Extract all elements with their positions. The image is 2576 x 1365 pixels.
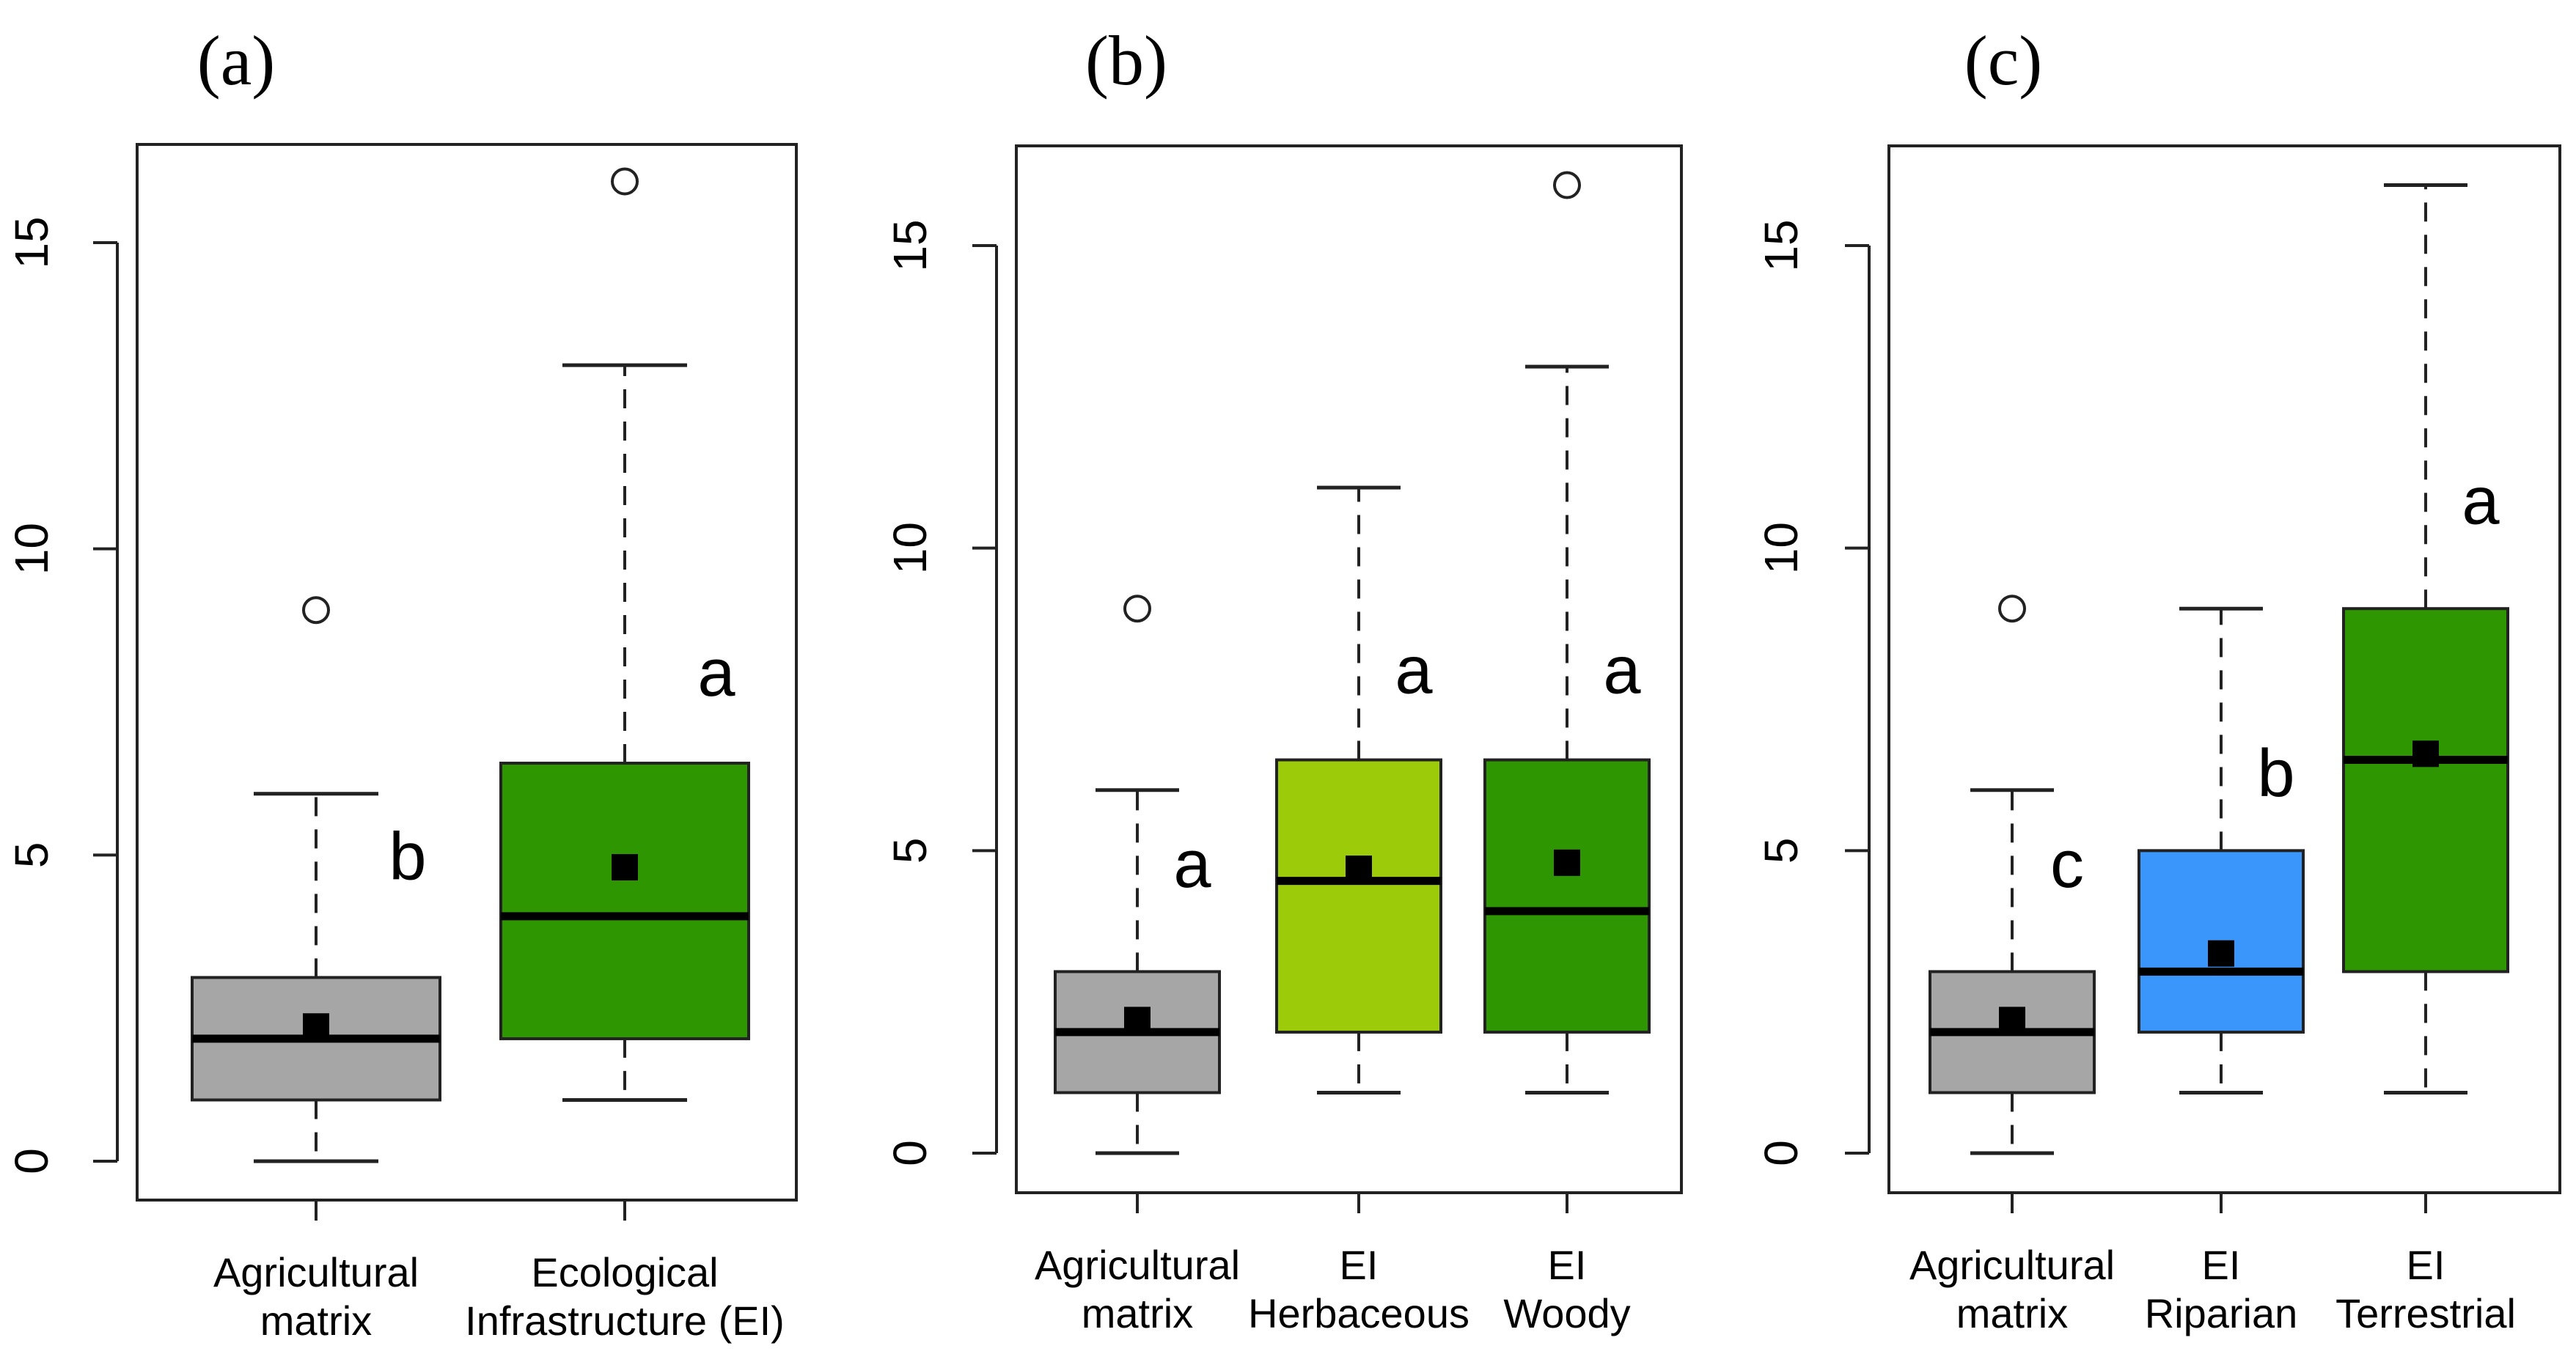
outlier-point [302,596,330,625]
x-category-label: matrix [1082,1290,1193,1336]
y-tick-label: 0 [884,1140,936,1166]
significance-letter: c [2050,827,2084,902]
y-tick-label: 0 [1755,1140,1808,1166]
x-category-label: Ecological [531,1249,718,1295]
y-tick-label: 10 [1755,522,1808,574]
panel-label: (a) [197,21,276,100]
outlier-point [1123,595,1151,623]
significance-letter: a [1173,827,1211,902]
iqr-box [2342,607,2509,974]
x-category-label: matrix [260,1298,372,1344]
x-category-label: Terrestrial [2335,1290,2516,1336]
panel-c: (c)051015cAgriculturalmatrixbEIRipariana… [1755,21,2561,1336]
mean-marker [1554,849,1580,876]
significance-letter: a [2462,464,2500,539]
x-category-label: Agricultural [1035,1242,1240,1288]
plot-frame [1015,144,1683,1194]
y-tick-label: 5 [1755,838,1808,864]
x-category-label: EI [1340,1242,1379,1288]
y-tick-label: 15 [1755,219,1808,271]
panel-label: (b) [1085,21,1167,100]
iqr-box [499,762,750,1040]
y-tick-label: 10 [5,523,58,575]
mean-marker [1346,856,1372,883]
x-category-label: Agricultural [213,1249,419,1295]
mean-marker [612,854,638,881]
y-tick-label: 5 [884,838,936,864]
outlier-point [1998,595,2026,623]
y-tick-label: 15 [884,219,936,271]
y-tick-label: 0 [5,1148,58,1174]
mean-marker [2208,940,2234,967]
x-category-label: Infrastructure (EI) [465,1298,785,1344]
x-category-label: Agricultural [1909,1242,2115,1288]
panel-label: (c) [1964,21,2043,100]
x-category-label: matrix [1956,1290,2068,1336]
panel-b: (b)051015aAgriculturalmatrixaEIHerbaceou… [884,21,1683,1336]
y-tick-label: 5 [5,842,58,869]
mean-marker [303,1013,329,1040]
iqr-box [1275,758,1442,1034]
x-category-label: EI [2407,1242,2445,1288]
outlier-point [611,167,639,196]
mean-marker [2412,740,2439,768]
y-tick-label: 15 [5,216,58,268]
x-category-label: Riparian [2145,1290,2298,1336]
significance-letter: b [2257,736,2294,811]
iqr-box [1483,758,1651,1034]
plot-frame [1887,144,2561,1194]
x-category-label: EI [2202,1242,2241,1288]
significance-letter: a [697,636,735,710]
y-tick-label: 10 [884,522,936,574]
mean-marker [1124,1007,1151,1034]
x-category-label: Herbaceous [1248,1290,1469,1336]
x-category-label: EI [1548,1242,1587,1288]
outlier-point [1553,171,1581,199]
mean-marker [1999,1007,2025,1034]
significance-letter: a [1603,633,1641,708]
x-category-label: Woody [1503,1290,1630,1336]
plot-frame [136,143,798,1202]
significance-letter: b [389,820,426,894]
significance-letter: a [1395,633,1433,708]
